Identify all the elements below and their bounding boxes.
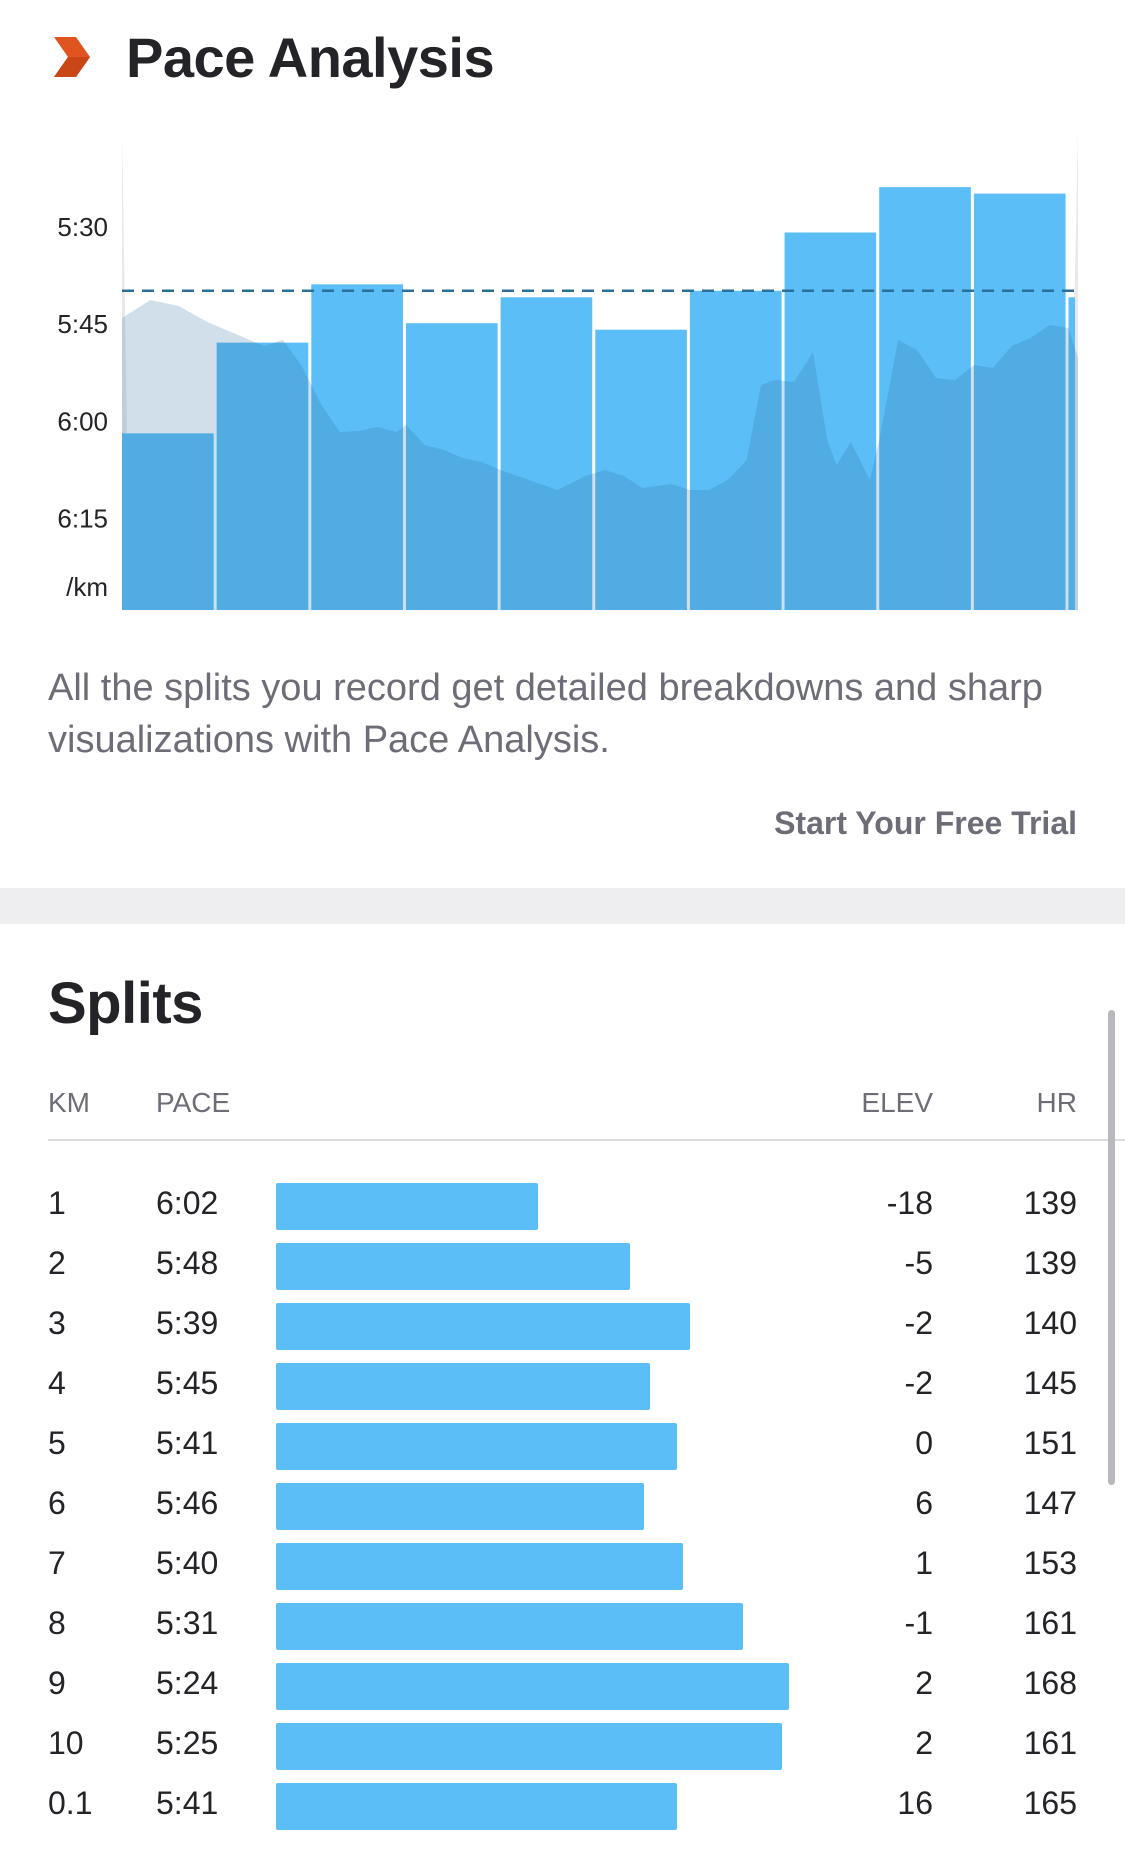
split-pace-bar <box>276 1723 783 1770</box>
split-row[interactable]: 8 5:31 -1 161 <box>0 1593 1125 1653</box>
pace-bar-7[interactable] <box>689 290 782 610</box>
y-tick-label: 6:00 <box>57 406 108 436</box>
split-pace: 5:46 <box>156 1485 219 1521</box>
split-row[interactable]: 3 5:39 -2 140 <box>0 1293 1125 1353</box>
split-elev: -2 <box>904 1365 933 1401</box>
split-row[interactable]: 0.1 5:41 16 165 <box>0 1773 1125 1833</box>
split-km: 6 <box>48 1485 66 1521</box>
header-divider <box>48 1139 1125 1141</box>
split-km: 10 <box>48 1725 84 1761</box>
split-hr: 168 <box>1023 1665 1077 1701</box>
split-km: 7 <box>48 1545 66 1581</box>
split-hr: 145 <box>1023 1365 1077 1401</box>
split-pace: 5:40 <box>156 1545 219 1581</box>
pace-bar-3[interactable] <box>311 284 403 610</box>
split-elev: 2 <box>915 1725 933 1761</box>
split-row[interactable]: 1 6:02 -18 139 <box>0 1173 1125 1233</box>
section-divider <box>0 888 1125 924</box>
split-elev: -5 <box>904 1245 933 1281</box>
split-km: 2 <box>48 1245 66 1281</box>
pace-bar-8[interactable] <box>784 232 877 610</box>
split-pace-bar <box>276 1303 690 1350</box>
header-elev: ELEV <box>861 1087 933 1118</box>
pace-bar-9[interactable] <box>879 187 971 610</box>
split-row[interactable]: 7 5:40 1 153 <box>0 1533 1125 1593</box>
split-elev: 16 <box>897 1785 933 1821</box>
split-elev: 2 <box>915 1665 933 1701</box>
split-pace: 5:41 <box>156 1425 219 1461</box>
split-hr: 147 <box>1023 1485 1077 1521</box>
split-pace-bar <box>276 1543 684 1590</box>
header-pace: PACE <box>156 1087 231 1118</box>
pace-analysis-card: Pace Analysis 5:30 5:45 6:00 6:15/km All th… <box>0 0 1125 888</box>
header-km: KM <box>48 1087 90 1118</box>
pace-analysis-title: Pace Analysis <box>126 25 495 89</box>
split-elev: -2 <box>904 1305 933 1341</box>
pace-analysis-description: All the splits you record get detailed b… <box>48 667 1043 761</box>
split-hr: 140 <box>1023 1305 1077 1341</box>
split-km: 8 <box>48 1605 66 1641</box>
y-tick-label: 6:15 <box>57 504 108 534</box>
split-pace-bar <box>276 1423 677 1470</box>
split-pace: 5:25 <box>156 1725 219 1761</box>
split-pace-bar <box>276 1183 538 1230</box>
split-row[interactable]: 10 5:25 2 161 <box>0 1713 1125 1773</box>
split-hr: 139 <box>1023 1185 1077 1221</box>
profile-area <box>122 290 1078 610</box>
split-hr: 161 <box>1023 1605 1077 1641</box>
split-pace: 5:41 <box>156 1785 219 1821</box>
y-tick-label: 5:45 <box>57 309 108 339</box>
y-unit-label: /km <box>66 572 108 602</box>
pace-bar-10[interactable] <box>973 193 1066 610</box>
pace-bar-6[interactable] <box>595 329 687 610</box>
chevron-right-icon <box>54 37 90 77</box>
pace-bar-1[interactable] <box>122 433 214 610</box>
split-km: 9 <box>48 1665 66 1701</box>
pace-bar-2[interactable] <box>216 342 309 610</box>
pace-bar-0.1[interactable] <box>1068 297 1075 610</box>
split-pace-bar <box>276 1243 631 1290</box>
split-pace-bar <box>276 1363 651 1410</box>
split-row[interactable]: 4 5:45 -2 145 <box>0 1353 1125 1413</box>
split-pace-bar <box>276 1783 677 1830</box>
split-hr: 153 <box>1023 1545 1077 1581</box>
splits-title: Splits <box>48 971 203 1036</box>
split-pace: 5:48 <box>156 1245 219 1281</box>
split-elev: 0 <box>915 1425 933 1461</box>
pace-bar-4[interactable] <box>405 323 498 610</box>
header-hr: HR <box>1036 1087 1077 1118</box>
y-tick-label: 5:30 <box>57 212 108 242</box>
split-pace: 5:45 <box>156 1365 219 1401</box>
split-pace: 5:31 <box>156 1605 219 1641</box>
split-hr: 165 <box>1023 1785 1077 1821</box>
split-row[interactable]: 5 5:41 0 151 <box>0 1413 1125 1473</box>
split-km: 1 <box>48 1185 66 1221</box>
split-pace-bar <box>276 1483 644 1530</box>
split-elev: 6 <box>915 1485 933 1521</box>
split-hr: 161 <box>1023 1725 1077 1761</box>
split-km: 5 <box>48 1425 66 1461</box>
split-row[interactable]: 6 5:46 6 147 <box>0 1473 1125 1533</box>
split-elev: -18 <box>886 1185 933 1221</box>
split-row[interactable]: 9 5:24 2 168 <box>0 1653 1125 1713</box>
split-pace-bar <box>276 1663 789 1710</box>
split-hr: 151 <box>1023 1425 1077 1461</box>
split-elev: 1 <box>915 1545 933 1581</box>
split-hr: 139 <box>1023 1245 1077 1281</box>
split-row[interactable]: 2 5:48 -5 139 <box>0 1233 1125 1293</box>
split-km: 0.1 <box>48 1785 93 1821</box>
split-km: 4 <box>48 1365 66 1401</box>
split-km: 3 <box>48 1305 66 1341</box>
split-pace: 5:24 <box>156 1665 219 1701</box>
pace-bar-5[interactable] <box>500 297 593 610</box>
split-pace-bar <box>276 1603 743 1650</box>
start-free-trial-link[interactable]: Start Your Free Trial <box>774 805 1077 841</box>
pace-analysis-header: Pace Analysis <box>48 22 495 92</box>
split-pace: 5:39 <box>156 1305 219 1341</box>
split-elev: -1 <box>904 1605 933 1641</box>
pace-chart[interactable]: 5:30 5:45 6:00 6:15/km <box>0 120 1125 620</box>
split-pace: 6:02 <box>156 1185 219 1221</box>
scrollbar[interactable] <box>1108 1010 1115 1485</box>
